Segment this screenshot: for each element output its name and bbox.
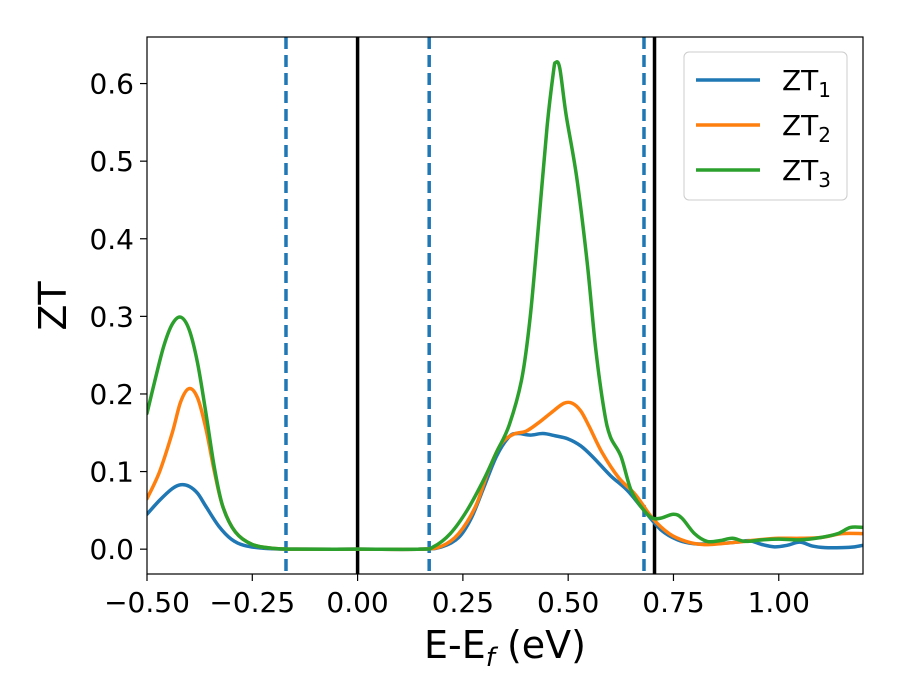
- legend-label-subscript: 3: [818, 168, 831, 192]
- y-tick-label: 0.5: [89, 145, 134, 178]
- legend-label-subscript: 2: [818, 123, 831, 147]
- legend-label-main: ZT: [782, 109, 819, 142]
- series-line-zt3: [147, 60, 863, 552]
- x-tick-label: 0.25: [432, 586, 494, 619]
- y-tick-label: 0.2: [89, 378, 134, 411]
- legend-label-main: ZT: [782, 64, 819, 97]
- legend-box: [683, 51, 848, 201]
- x-axis-title-unit: (eV): [495, 623, 586, 667]
- x-tick-label: 0.75: [642, 586, 704, 619]
- legend-label-zt2: ZT2: [782, 109, 831, 147]
- x-tick-label: 1.00: [748, 586, 810, 619]
- x-axis-title-main: E-E: [424, 623, 486, 667]
- x-tick-label: 0.50: [537, 586, 599, 619]
- reference-lines: [284, 37, 657, 574]
- x-tick-label: 0.00: [326, 586, 388, 619]
- plot-area-frame: [146, 36, 864, 575]
- y-axis: 0.0 0.1 0.2 0.3 0.4 0.5 0.6: [89, 68, 147, 566]
- series-lines: [147, 60, 863, 552]
- x-axis-title: E-Ef (eV): [424, 623, 586, 673]
- x-tick-label: −0.50: [104, 586, 190, 619]
- legend-label-zt3: ZT3: [782, 154, 831, 192]
- series-line-zt1: [147, 431, 863, 552]
- y-axis-title: ZT: [31, 281, 75, 331]
- legend-label-main: ZT: [782, 154, 819, 187]
- legend-label-zt1: ZT1: [782, 64, 831, 102]
- x-axis: −0.50 −0.25 0.00 0.25 0.50 0.75 1.00: [104, 574, 810, 619]
- y-tick-label: 0.1: [89, 456, 134, 489]
- x-tick-label: −0.25: [209, 586, 295, 619]
- y-tick-label: 0.0: [89, 533, 134, 566]
- y-tick-label: 0.4: [89, 223, 134, 256]
- series-line-zt2: [147, 386, 863, 552]
- legend-label-subscript: 1: [818, 78, 831, 102]
- y-tick-label: 0.6: [89, 68, 134, 101]
- y-tick-label: 0.3: [89, 300, 134, 333]
